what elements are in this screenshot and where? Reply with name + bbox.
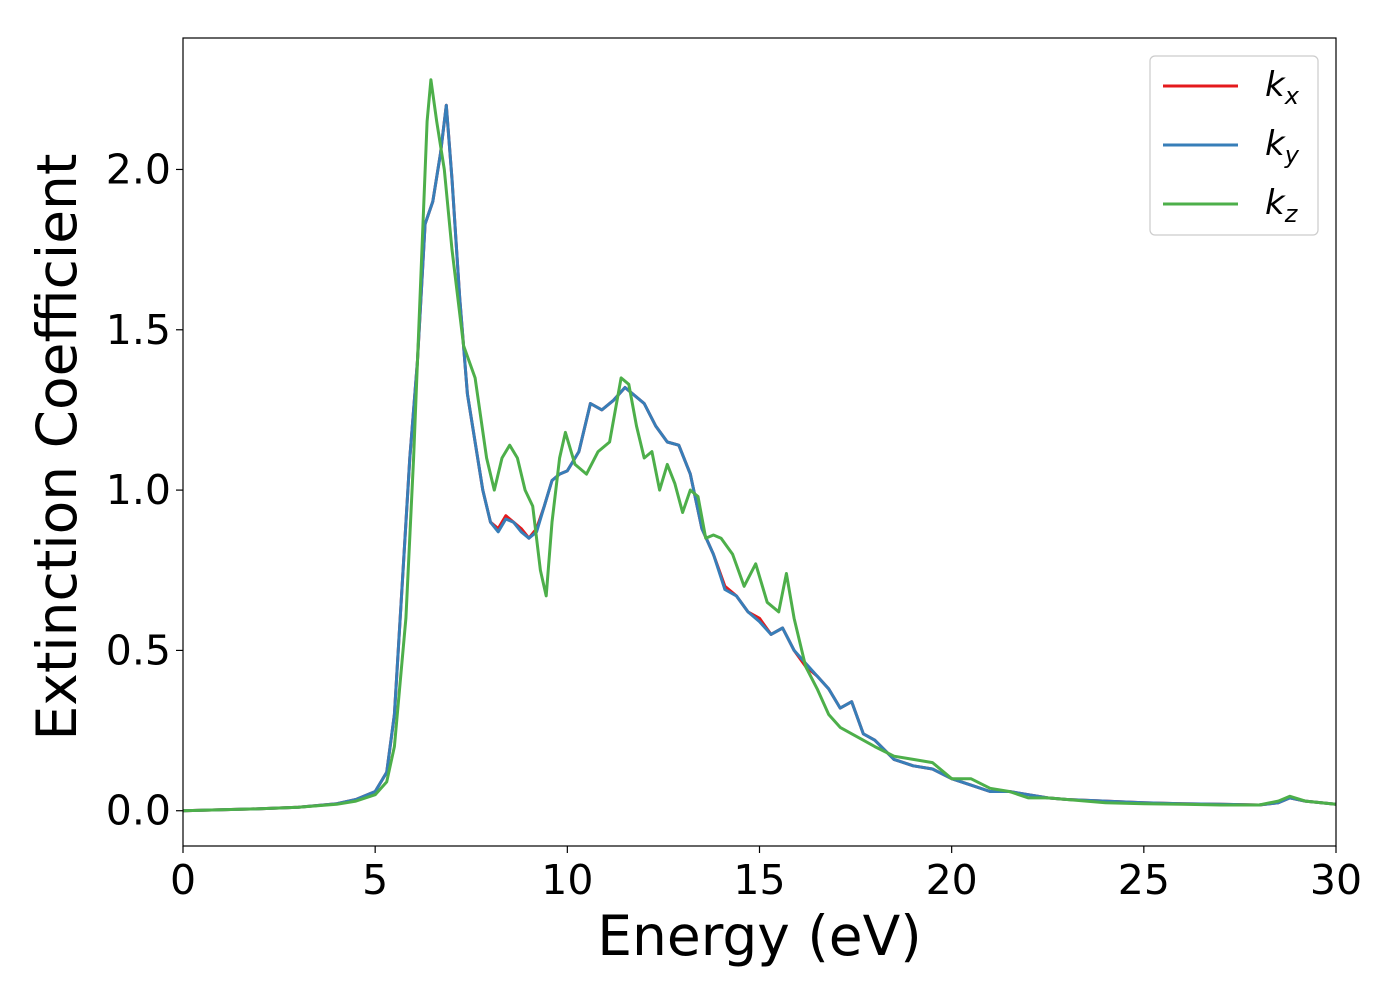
y-tick-label: 1.0: [106, 466, 171, 514]
x-tick-label: 0: [170, 856, 196, 904]
legend-label-y: ky: [1265, 124, 1300, 169]
y-tick-label: 0.0: [106, 787, 171, 835]
series-layer: [182, 78, 1337, 813]
y-axis-ticks: 0.0 0.5 1.0 1.5 2.0: [106, 145, 183, 835]
x-axis-ticks: 0 5 10 15 20 25 30: [170, 846, 1362, 904]
x-tick-label: 5: [362, 856, 388, 904]
y-tick-label: 2.0: [106, 145, 171, 193]
legend-label-z: kz: [1265, 183, 1299, 228]
x-tick-label: 15: [733, 856, 785, 904]
x-tick-label: 30: [1310, 856, 1362, 904]
x-axis-label: Energy (eV): [597, 904, 921, 968]
y-axis-label: Extinction Coefficient: [25, 154, 89, 741]
x-tick-label: 25: [1118, 856, 1170, 904]
y-tick-label: 1.5: [106, 306, 171, 354]
x-tick-label: 10: [541, 856, 593, 904]
series-line-z: [182, 78, 1337, 813]
legend: kx ky kz: [1149, 55, 1319, 236]
x-tick-label: 20: [926, 856, 978, 904]
legend-label-x: kx: [1265, 65, 1300, 110]
y-tick-label: 0.5: [106, 626, 171, 674]
series-line-y: [182, 103, 1337, 813]
